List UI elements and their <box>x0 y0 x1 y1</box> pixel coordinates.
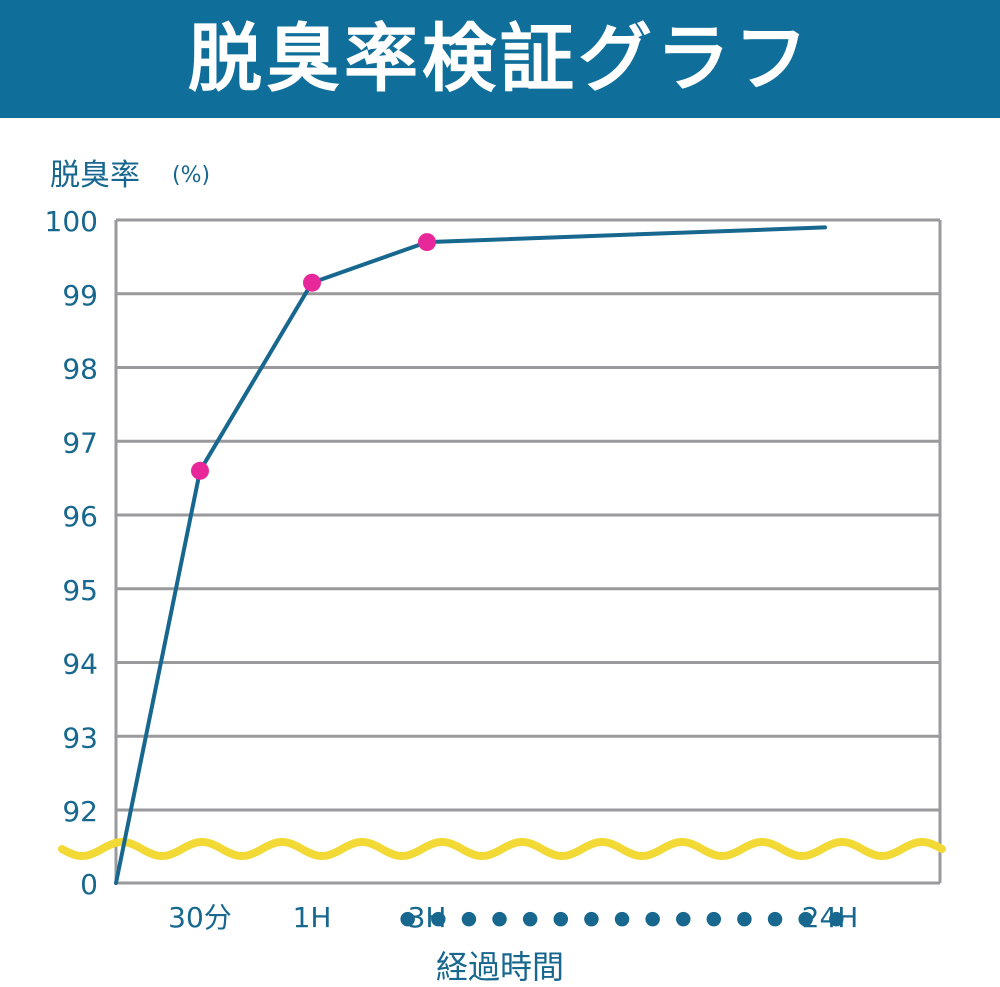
axis-break-wave <box>58 837 946 861</box>
x-tick-label: 24H <box>802 901 859 934</box>
x-tick-label: 1H <box>293 901 332 934</box>
y-tick-label: 100 <box>45 205 98 238</box>
data-point-marker <box>191 461 209 480</box>
y-tick-label: 93 <box>62 721 98 754</box>
y-tick-label: 0 <box>80 868 98 901</box>
axis-break <box>58 837 946 861</box>
x-tick-labels: 30分 1H 3H 24H● ● ● ● ● ● ● ● ● ● ● ● ● ● ● <box>168 901 858 934</box>
y-tick-label: 99 <box>62 279 98 312</box>
y-tick-label: 94 <box>62 648 98 681</box>
y-tick-label: 95 <box>62 574 98 607</box>
data-point-marker <box>303 273 321 292</box>
y-axis-unit: (%) <box>172 163 210 188</box>
title-banner: 脱臭率検証グラフ <box>0 0 1000 118</box>
x-tick-label: 3H <box>408 901 447 934</box>
y-tick-label: 97 <box>62 426 98 459</box>
series-line <box>114 225 827 885</box>
y-tick-label: 98 <box>62 353 98 386</box>
y-tick-labels: 100 99 98 97 96 95 94 93 92 0 <box>45 205 98 901</box>
data-point-marker <box>418 233 436 252</box>
x-axis-label: 経過時間 <box>436 948 564 986</box>
page-title: 脱臭率検証グラフ <box>188 16 812 102</box>
x-tick-label: 30分 <box>168 901 232 934</box>
x-ellipsis-dots: ● ● ● ● ● ● ● ● ● ● ● ● ● ● ● <box>399 907 848 929</box>
axis-labels: 脱臭率 (%) 経過時間 <box>50 158 564 986</box>
y-axis-label: 脱臭率 <box>50 158 140 193</box>
axes <box>114 220 942 883</box>
y-tick-label: 96 <box>62 500 98 533</box>
y-tick-label: 92 <box>62 795 98 828</box>
grid-lines <box>116 218 940 885</box>
series <box>114 225 827 885</box>
